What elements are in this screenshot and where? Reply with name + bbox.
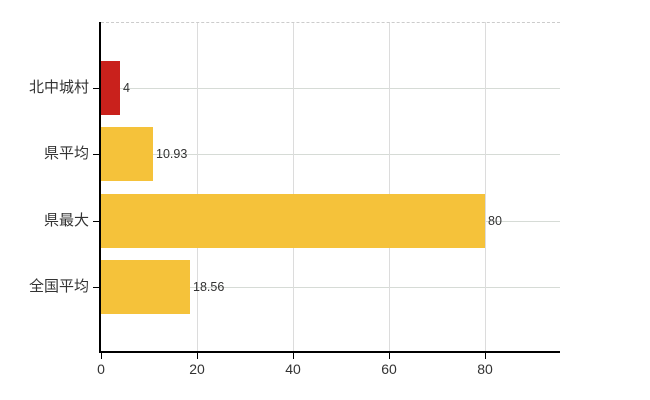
category-label-2: 県最大 <box>43 212 89 229</box>
x-tick-label-0: 0 <box>97 361 105 377</box>
gridline-h-1 <box>101 154 560 155</box>
x-tick-20 <box>197 353 198 359</box>
category-label-0: 北中城村 <box>28 79 89 96</box>
value-label-0: 4 <box>123 81 130 95</box>
category-label-1: 県平均 <box>43 145 89 162</box>
value-label-3: 18.56 <box>193 280 225 294</box>
x-tick-label-40: 40 <box>285 361 301 377</box>
gridline-h-0 <box>101 88 560 89</box>
value-label-1: 10.93 <box>156 147 188 161</box>
gridline-v-40 <box>293 22 294 353</box>
gridline-h-3 <box>101 287 560 288</box>
x-tick-80 <box>485 353 486 359</box>
y-tick-0 <box>93 88 99 89</box>
x-tick-60 <box>389 353 390 359</box>
x-tick-label-80: 80 <box>477 361 493 377</box>
x-axis <box>99 351 560 353</box>
plot-border-top <box>101 22 560 23</box>
y-tick-1 <box>93 154 99 155</box>
gridline-v-80 <box>485 22 486 353</box>
bar-3 <box>101 260 190 314</box>
y-tick-2 <box>93 221 99 222</box>
x-tick-label-20: 20 <box>189 361 205 377</box>
y-axis <box>99 22 101 353</box>
y-tick-3 <box>93 287 99 288</box>
x-tick-0 <box>101 353 102 359</box>
gridline-v-60 <box>389 22 390 353</box>
x-tick-40 <box>293 353 294 359</box>
bar-0 <box>101 61 120 115</box>
value-label-2: 80 <box>488 214 502 228</box>
category-label-3: 全国平均 <box>28 278 89 295</box>
x-tick-label-60: 60 <box>381 361 397 377</box>
bar-1 <box>101 127 153 181</box>
gridline-v-20 <box>197 22 198 353</box>
bar-2 <box>101 194 485 248</box>
